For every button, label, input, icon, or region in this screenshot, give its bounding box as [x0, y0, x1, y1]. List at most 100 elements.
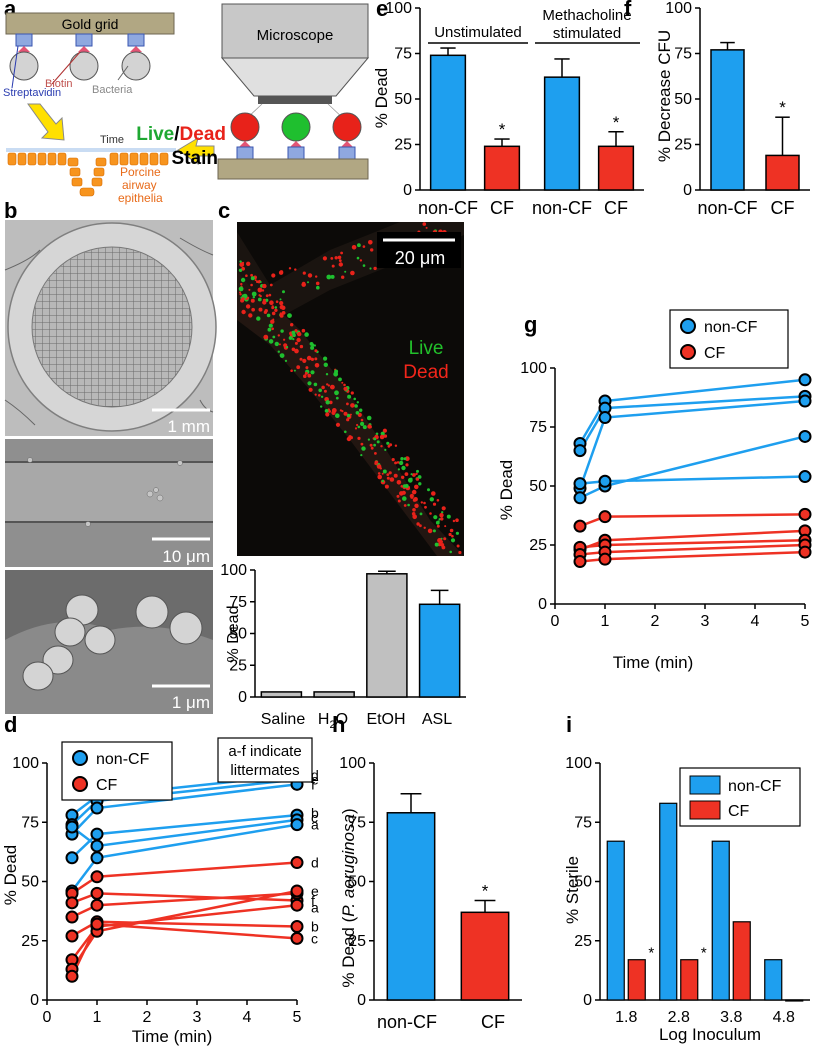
- d-point-10-0: [65, 929, 79, 943]
- fluor-dot: [351, 245, 357, 250]
- d-endlabel-9: a: [311, 900, 319, 916]
- fluor-dot: [294, 329, 298, 333]
- d-point-12-2: [290, 931, 304, 945]
- fluor-dot: [356, 401, 359, 404]
- fluor-dot: [360, 454, 363, 457]
- fluor-dot: [412, 498, 417, 502]
- chart-d-annotation: a-f indicate littermates: [217, 737, 313, 783]
- dead-word: Dead: [180, 124, 226, 145]
- g-point-5-1: [598, 510, 612, 524]
- fluor-dot: [274, 308, 278, 312]
- svg-text:% Dead (P. aeruginosa): % Dead (P. aeruginosa): [339, 808, 358, 987]
- fluor-dot: [279, 353, 285, 358]
- fluor-dot: [248, 313, 253, 318]
- fluor-dot: [362, 264, 366, 267]
- fluor-dot: [238, 286, 244, 292]
- fluor-dot: [455, 531, 459, 535]
- fluor-dot: [386, 476, 390, 480]
- fluor-dot: [334, 390, 339, 396]
- fluor-dot: [418, 482, 422, 486]
- i-ytick-label-0: 0: [583, 992, 592, 1009]
- fluor-dot: [294, 341, 298, 345]
- f-sig-1: *: [779, 98, 786, 117]
- d-point-6-1: [90, 870, 104, 884]
- d-xtick-label-3: 3: [193, 1009, 202, 1026]
- fluor-dot: [301, 328, 306, 333]
- g-xtick-label-1: 1: [601, 613, 610, 630]
- svg-text:% Dead: % Dead: [225, 606, 242, 663]
- fluor-dot: [455, 518, 459, 522]
- fluor-dot: [280, 329, 284, 333]
- attached-bacteria: [9, 33, 151, 81]
- d-point-12-1: [90, 917, 104, 931]
- fluor-dot: [458, 550, 462, 555]
- fluor-dot: [344, 430, 347, 434]
- h-bar-0: [386, 812, 436, 1001]
- fluor-dot: [411, 489, 417, 495]
- fluor-dot: [248, 288, 251, 291]
- fluor-dot: [262, 283, 267, 289]
- fluor-dot: [257, 297, 262, 302]
- fluor-dot: [427, 528, 433, 534]
- fluor-dot: [350, 403, 355, 408]
- e-bar-0: [429, 54, 467, 191]
- fluor-dot: [277, 334, 280, 337]
- fluor-dot: [299, 344, 304, 349]
- fluor-dot: [412, 508, 416, 512]
- g-ytick-label-2: 50: [529, 478, 547, 495]
- fluor-dot: [294, 268, 297, 271]
- fluor-dot: [302, 271, 306, 275]
- fluor-dot: [258, 307, 263, 312]
- fluor-dot: [318, 394, 321, 397]
- f-xlabel-1: CF: [771, 198, 795, 218]
- fluor-dot: [287, 313, 292, 318]
- g-point-4-2: [798, 470, 812, 484]
- fluor-dot: [270, 319, 275, 324]
- fluor-dot: [301, 282, 307, 287]
- fluor-dot: [355, 411, 360, 415]
- fluor-dot: [424, 505, 427, 509]
- h-xlabel-0: non-CF: [377, 1012, 437, 1032]
- d-point-8-0: [65, 910, 79, 924]
- d-legend-cf: CF: [96, 777, 118, 794]
- fluor-dot: [423, 501, 426, 505]
- panel-letter-h: h: [332, 712, 346, 737]
- fluor-dot: [398, 460, 404, 466]
- fluor-dot: [415, 477, 419, 481]
- fluor-dot: [274, 341, 279, 347]
- fluor-dot: [268, 293, 272, 297]
- fluor-dot: [400, 457, 404, 461]
- fluor-dot: [420, 501, 423, 504]
- chart-i-ylabel: % Sterile: [563, 856, 582, 924]
- fluor-dot: [350, 391, 354, 395]
- fluor-dot: [456, 544, 460, 548]
- fluor-dot: [346, 436, 352, 442]
- g-point-1-0: [573, 444, 587, 458]
- fluor-dot: [338, 377, 342, 382]
- fluor-dot: [449, 550, 453, 554]
- fluor-dot: [403, 457, 407, 461]
- fluor-dot: [268, 339, 274, 344]
- fluor-dot: [389, 477, 395, 482]
- f-ytick-label-4: 100: [665, 0, 692, 17]
- fluor-dot: [261, 289, 265, 292]
- h-ytick-label-1: 25: [348, 933, 366, 950]
- fluor-dot: [269, 300, 274, 306]
- fluor-dot: [402, 496, 407, 501]
- fluor-dot: [396, 480, 402, 485]
- fluor-dot: [321, 385, 325, 390]
- c-bar-0: [260, 691, 303, 698]
- fluor-dot: [432, 529, 436, 533]
- fluor-dot: [367, 438, 370, 441]
- fluor-dot: [412, 473, 416, 477]
- fluor-dot: [439, 513, 444, 518]
- fluor-dot: [330, 274, 335, 279]
- fluor-dot: [375, 432, 379, 436]
- fluor-dot: [313, 344, 316, 347]
- d-xtick-label-2: 2: [143, 1009, 152, 1026]
- fluor-dot: [381, 479, 385, 483]
- fluor-dot: [265, 294, 269, 298]
- fluor-dot: [343, 383, 346, 387]
- fluor-dot: [405, 463, 409, 467]
- fluor-dot: [294, 348, 299, 354]
